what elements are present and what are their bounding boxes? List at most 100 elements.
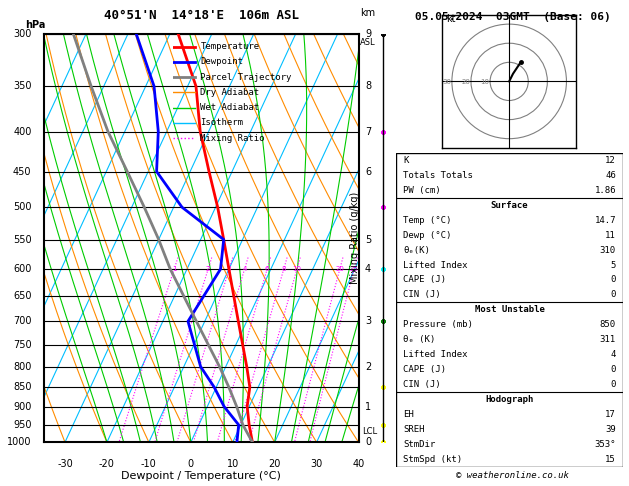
Text: 3: 3: [365, 316, 371, 326]
Text: -20: -20: [99, 459, 115, 469]
Text: StmDir: StmDir: [403, 440, 435, 449]
Text: 1: 1: [365, 401, 371, 412]
Text: 0: 0: [187, 459, 194, 469]
Text: 39: 39: [605, 425, 616, 434]
Text: SREH: SREH: [403, 425, 425, 434]
Text: 20: 20: [461, 79, 470, 85]
Text: 05.05.2024  03GMT  (Base: 06): 05.05.2024 03GMT (Base: 06): [415, 12, 611, 22]
Text: 4: 4: [611, 350, 616, 359]
Text: 353°: 353°: [594, 440, 616, 449]
Text: 650: 650: [13, 291, 31, 301]
Text: K: K: [403, 156, 408, 165]
Text: Parcel Trajectory: Parcel Trajectory: [201, 72, 292, 82]
Text: 5: 5: [611, 260, 616, 270]
Text: 500: 500: [13, 202, 31, 212]
Text: 750: 750: [13, 340, 31, 350]
Text: 850: 850: [13, 382, 31, 392]
Text: 0: 0: [611, 380, 616, 389]
Text: CAPE (J): CAPE (J): [403, 365, 446, 374]
Text: Temp (°C): Temp (°C): [403, 216, 452, 225]
Text: kt: kt: [446, 14, 455, 24]
Text: 9: 9: [365, 29, 371, 39]
Text: 2: 2: [365, 362, 371, 372]
Text: EH: EH: [403, 410, 414, 419]
Text: 900: 900: [13, 401, 31, 412]
Text: 450: 450: [13, 167, 31, 176]
Text: 400: 400: [13, 126, 31, 137]
Text: 0: 0: [611, 276, 616, 284]
Text: 1.86: 1.86: [594, 186, 616, 195]
Text: 4: 4: [242, 266, 247, 272]
Text: 600: 600: [13, 264, 31, 274]
Text: PW (cm): PW (cm): [403, 186, 441, 195]
Text: 4: 4: [365, 264, 371, 274]
Text: 311: 311: [600, 335, 616, 344]
Text: Temperature: Temperature: [201, 42, 259, 51]
Text: CAPE (J): CAPE (J): [403, 276, 446, 284]
Text: 46: 46: [605, 171, 616, 180]
Text: 8: 8: [282, 266, 286, 272]
Text: -30: -30: [57, 459, 73, 469]
Text: Totals Totals: Totals Totals: [403, 171, 473, 180]
Text: CIN (J): CIN (J): [403, 380, 441, 389]
Text: 20: 20: [269, 459, 281, 469]
Text: 10: 10: [226, 459, 239, 469]
Text: 40: 40: [352, 459, 365, 469]
Text: 5: 5: [365, 235, 371, 244]
Text: Lifted Index: Lifted Index: [403, 350, 467, 359]
Text: θₑ (K): θₑ (K): [403, 335, 435, 344]
Text: 12: 12: [605, 156, 616, 165]
Text: 17: 17: [605, 410, 616, 419]
Text: 25: 25: [350, 266, 359, 272]
Text: Surface: Surface: [491, 201, 528, 210]
Text: Mixing Ratio: Mixing Ratio: [201, 134, 265, 143]
Text: CIN (J): CIN (J): [403, 291, 441, 299]
Text: Dewp (°C): Dewp (°C): [403, 231, 452, 240]
Text: Mixing Ratio (g/kg): Mixing Ratio (g/kg): [350, 192, 360, 284]
Text: Isotherm: Isotherm: [201, 119, 243, 127]
Text: 3: 3: [227, 266, 231, 272]
Text: 550: 550: [13, 235, 31, 244]
Text: Pressure (mb): Pressure (mb): [403, 320, 473, 329]
Text: 0: 0: [611, 365, 616, 374]
Text: 7: 7: [365, 126, 371, 137]
Text: θₑ(K): θₑ(K): [403, 245, 430, 255]
Text: 0: 0: [611, 291, 616, 299]
Text: 6: 6: [265, 266, 269, 272]
Text: 0: 0: [365, 437, 371, 447]
Text: Wet Adiabat: Wet Adiabat: [201, 103, 259, 112]
Text: 300: 300: [13, 29, 31, 39]
Text: 700: 700: [13, 316, 31, 326]
Text: 30: 30: [442, 79, 451, 85]
Text: 11: 11: [605, 231, 616, 240]
Text: Dewpoint / Temperature (°C): Dewpoint / Temperature (°C): [121, 471, 281, 481]
Text: 20: 20: [335, 266, 344, 272]
Text: 1: 1: [172, 266, 177, 272]
Text: 310: 310: [600, 245, 616, 255]
Text: 1000: 1000: [7, 437, 31, 447]
Text: Dry Adiabat: Dry Adiabat: [201, 88, 259, 97]
Text: -10: -10: [141, 459, 157, 469]
Text: 10: 10: [292, 266, 301, 272]
Text: Dewpoint: Dewpoint: [201, 57, 243, 66]
Text: StmSpd (kt): StmSpd (kt): [403, 454, 462, 464]
Text: 350: 350: [13, 81, 31, 91]
Text: hPa: hPa: [25, 20, 45, 30]
Text: 850: 850: [600, 320, 616, 329]
Text: 6: 6: [365, 167, 371, 176]
Text: 30: 30: [311, 459, 323, 469]
Text: 2: 2: [206, 266, 210, 272]
Text: © weatheronline.co.uk: © weatheronline.co.uk: [456, 471, 569, 480]
Text: 10: 10: [480, 79, 489, 85]
Text: Lifted Index: Lifted Index: [403, 260, 467, 270]
Text: 8: 8: [365, 81, 371, 91]
Text: 15: 15: [605, 454, 616, 464]
Text: km: km: [360, 8, 376, 17]
Text: 14.7: 14.7: [594, 216, 616, 225]
Text: ASL: ASL: [360, 38, 376, 47]
Text: Hodograph: Hodograph: [486, 395, 533, 404]
Text: 950: 950: [13, 420, 31, 430]
Text: LCL: LCL: [362, 427, 377, 436]
Text: 40°51'N  14°18'E  106m ASL: 40°51'N 14°18'E 106m ASL: [104, 9, 299, 22]
Text: 800: 800: [13, 362, 31, 372]
